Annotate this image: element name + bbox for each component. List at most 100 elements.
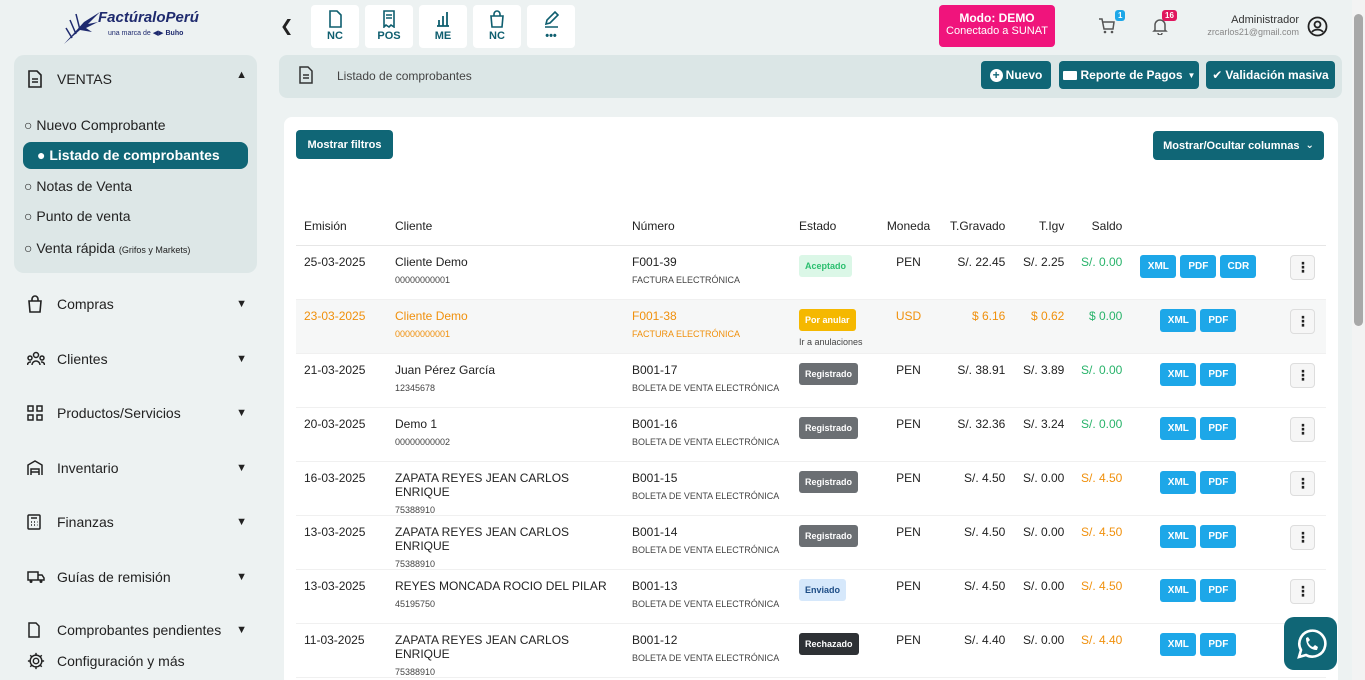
pdf-button[interactable]: PDF: [1200, 416, 1237, 440]
whatsapp-icon: [1296, 628, 1327, 659]
cell-gravado: S/. 4.50: [942, 461, 1014, 516]
sidebar-item-config[interactable]: Configuración y más: [14, 642, 257, 680]
cell-moneda: PEN: [875, 245, 942, 300]
document-icon: [329, 10, 342, 28]
status-badge: Registrado: [799, 362, 859, 385]
cart-icon: [1099, 18, 1115, 34]
table-row[interactable]: 20-03-2025 Demo 1 00000000002 B001-16 BOLE…: [296, 407, 1326, 462]
menu-label: Finanzas: [57, 514, 114, 530]
quick-pos-button[interactable]: POS: [365, 5, 413, 48]
pdf-button[interactable]: PDF: [1200, 470, 1237, 494]
notif-count: 16: [1162, 10, 1177, 21]
xml-button[interactable]: XML: [1160, 632, 1197, 656]
more-vertical-icon[interactable]: ⋮: [1290, 524, 1316, 550]
sidebar-item-clientes[interactable]: Clientes ▼: [14, 339, 257, 379]
quick-me-button[interactable]: ME: [419, 5, 467, 48]
sidebar-sub-nuevo-comprobante[interactable]: ○ Nuevo Comprobante: [24, 117, 166, 133]
mode-badge[interactable]: Modo: DEMO Conectado a SUNAT: [939, 5, 1055, 47]
xml-button[interactable]: XML: [1160, 578, 1197, 602]
cell-igv: S/. 3.89: [1013, 353, 1073, 408]
pdf-button[interactable]: PDF: [1200, 632, 1237, 656]
xml-button[interactable]: XML: [1160, 470, 1197, 494]
col-cliente[interactable]: Cliente: [387, 207, 624, 246]
col-saldo[interactable]: Saldo: [1072, 207, 1131, 246]
notifications-button[interactable]: 16: [1151, 10, 1177, 38]
sidebar-sub-listado[interactable]: ● Listado de comprobantes: [23, 142, 248, 169]
anulaciones-link[interactable]: Ir a anulaciones: [799, 336, 863, 347]
col-gravado[interactable]: T.Gravado: [942, 207, 1014, 246]
sidebar-item-guias[interactable]: Guías de remisión ▼: [14, 557, 257, 597]
table-row[interactable]: 21-03-2025 Juan Pérez García 12345678 B00…: [296, 353, 1326, 408]
col-emision[interactable]: Emisión: [296, 207, 387, 246]
back-chevron-icon[interactable]: ❮: [280, 18, 294, 35]
more-vertical-icon[interactable]: ⋮: [1290, 578, 1316, 604]
table-row[interactable]: 13-03-2025 REYES MONCADA ROCIO DEL PILAR…: [296, 569, 1326, 624]
cell-fecha: 25-03-2025: [296, 245, 387, 300]
sidebar-item-ventas[interactable]: VENTAS ▲: [14, 56, 257, 101]
sidebar-item-finanzas[interactable]: Finanzas ▼: [14, 502, 257, 542]
cell-numero: F001-39 FACTURA ELECTRÓNICA: [624, 245, 791, 300]
pdf-button[interactable]: PDF: [1180, 254, 1217, 278]
more-vertical-icon[interactable]: ⋮: [1290, 416, 1316, 442]
cell-fecha: 23-03-2025: [296, 299, 387, 354]
reporte-pagos-button[interactable]: Reporte de Pagos ▼: [1059, 61, 1199, 89]
xml-button[interactable]: XML: [1160, 308, 1197, 332]
col-moneda[interactable]: Moneda: [875, 207, 942, 246]
sidebar-sub-notas-venta[interactable]: ○ Notas de Venta: [24, 178, 133, 194]
user-avatar-icon[interactable]: [1307, 16, 1328, 40]
mostrar-filtros-button[interactable]: Mostrar filtros: [296, 130, 393, 159]
validacion-masiva-button[interactable]: ✔ Validación masiva: [1206, 61, 1335, 89]
chevron-down-icon: ▼: [236, 624, 247, 636]
more-vertical-icon[interactable]: ⋮: [1290, 362, 1316, 388]
cell-actions: XML PDF: [1130, 299, 1283, 354]
pdf-button[interactable]: PDF: [1200, 578, 1237, 602]
table-row[interactable]: 23-03-2025 Cliente Demo 00000000001 F001-…: [296, 299, 1326, 354]
user-name[interactable]: Administrador: [1231, 14, 1299, 26]
cart-button[interactable]: 1: [1098, 10, 1126, 38]
sidebar-item-pendientes[interactable]: Comprobantes pendientes ▼: [14, 620, 257, 638]
quick-label: •••: [545, 30, 557, 42]
sidebar-ventas-label: VENTAS: [57, 70, 112, 87]
whatsapp-button[interactable]: [1284, 617, 1337, 670]
quick-nc2-button[interactable]: NC: [473, 5, 521, 48]
table-row[interactable]: 11-03-2025 ZAPATA REYES JEAN CARLOS ENRI…: [296, 623, 1326, 678]
brand-logo: FactúraloPerú una marca de ◀▶ Buho: [62, 8, 212, 46]
cell-numero: B001-16 BOLETA DE VENTA ELECTRÓNICA: [624, 407, 791, 462]
columnas-button[interactable]: Mostrar/Ocultar columnas ⌄: [1153, 131, 1324, 160]
more-vertical-icon[interactable]: ⋮: [1290, 308, 1316, 334]
sidebar-sub-venta-rapida[interactable]: ○ Venta rápida (Grifos y Markets): [24, 240, 191, 256]
more-vertical-icon[interactable]: ⋮: [1290, 470, 1316, 496]
cart-count: 1: [1115, 10, 1126, 21]
cell-igv: S/. 0.00: [1013, 515, 1073, 570]
xml-button[interactable]: XML: [1140, 254, 1177, 278]
chevron-down-icon: ⌄: [1305, 140, 1314, 151]
pdf-button[interactable]: PDF: [1200, 362, 1237, 386]
cell-moneda: PEN: [875, 623, 942, 678]
xml-button[interactable]: XML: [1160, 416, 1197, 440]
xml-button[interactable]: XML: [1160, 362, 1197, 386]
col-igv[interactable]: T.Igv: [1013, 207, 1073, 246]
pdf-button[interactable]: PDF: [1200, 524, 1237, 548]
scrollbar-thumb[interactable]: [1354, 14, 1363, 326]
pdf-button[interactable]: PDF: [1200, 308, 1237, 332]
sidebar-item-compras[interactable]: Compras ▼: [14, 284, 257, 324]
col-estado[interactable]: Estado: [791, 207, 875, 246]
cdr-button[interactable]: CDR: [1220, 254, 1257, 278]
cell-fecha: 13-03-2025: [296, 515, 387, 570]
sidebar-item-productos[interactable]: Productos/Servicios ▼: [14, 393, 257, 433]
sidebar-item-inventario[interactable]: Inventario ▼: [14, 448, 257, 488]
quick-more-button[interactable]: •••: [527, 5, 575, 48]
more-vertical-icon[interactable]: ⋮: [1290, 254, 1316, 280]
gear-icon: [27, 651, 45, 671]
brand-name: FactúraloPerú: [98, 9, 199, 26]
sidebar-sub-punto-venta[interactable]: ○ Punto de venta: [24, 208, 131, 224]
nuevo-button[interactable]: + Nuevo: [981, 61, 1051, 89]
quick-nc-button[interactable]: NC: [311, 5, 359, 48]
comprobantes-table: Emisión Cliente Número Estado Moneda T.G…: [296, 207, 1326, 678]
cell-saldo: S/. 0.00: [1072, 407, 1131, 462]
table-row[interactable]: 13-03-2025 ZAPATA REYES JEAN CARLOS ENRI…: [296, 515, 1326, 570]
col-numero[interactable]: Número: [624, 207, 791, 246]
table-row[interactable]: 16-03-2025 ZAPATA REYES JEAN CARLOS ENRI…: [296, 461, 1326, 516]
xml-button[interactable]: XML: [1160, 524, 1197, 548]
table-row[interactable]: 25-03-2025 Cliente Demo 00000000001 F001-…: [296, 245, 1326, 300]
